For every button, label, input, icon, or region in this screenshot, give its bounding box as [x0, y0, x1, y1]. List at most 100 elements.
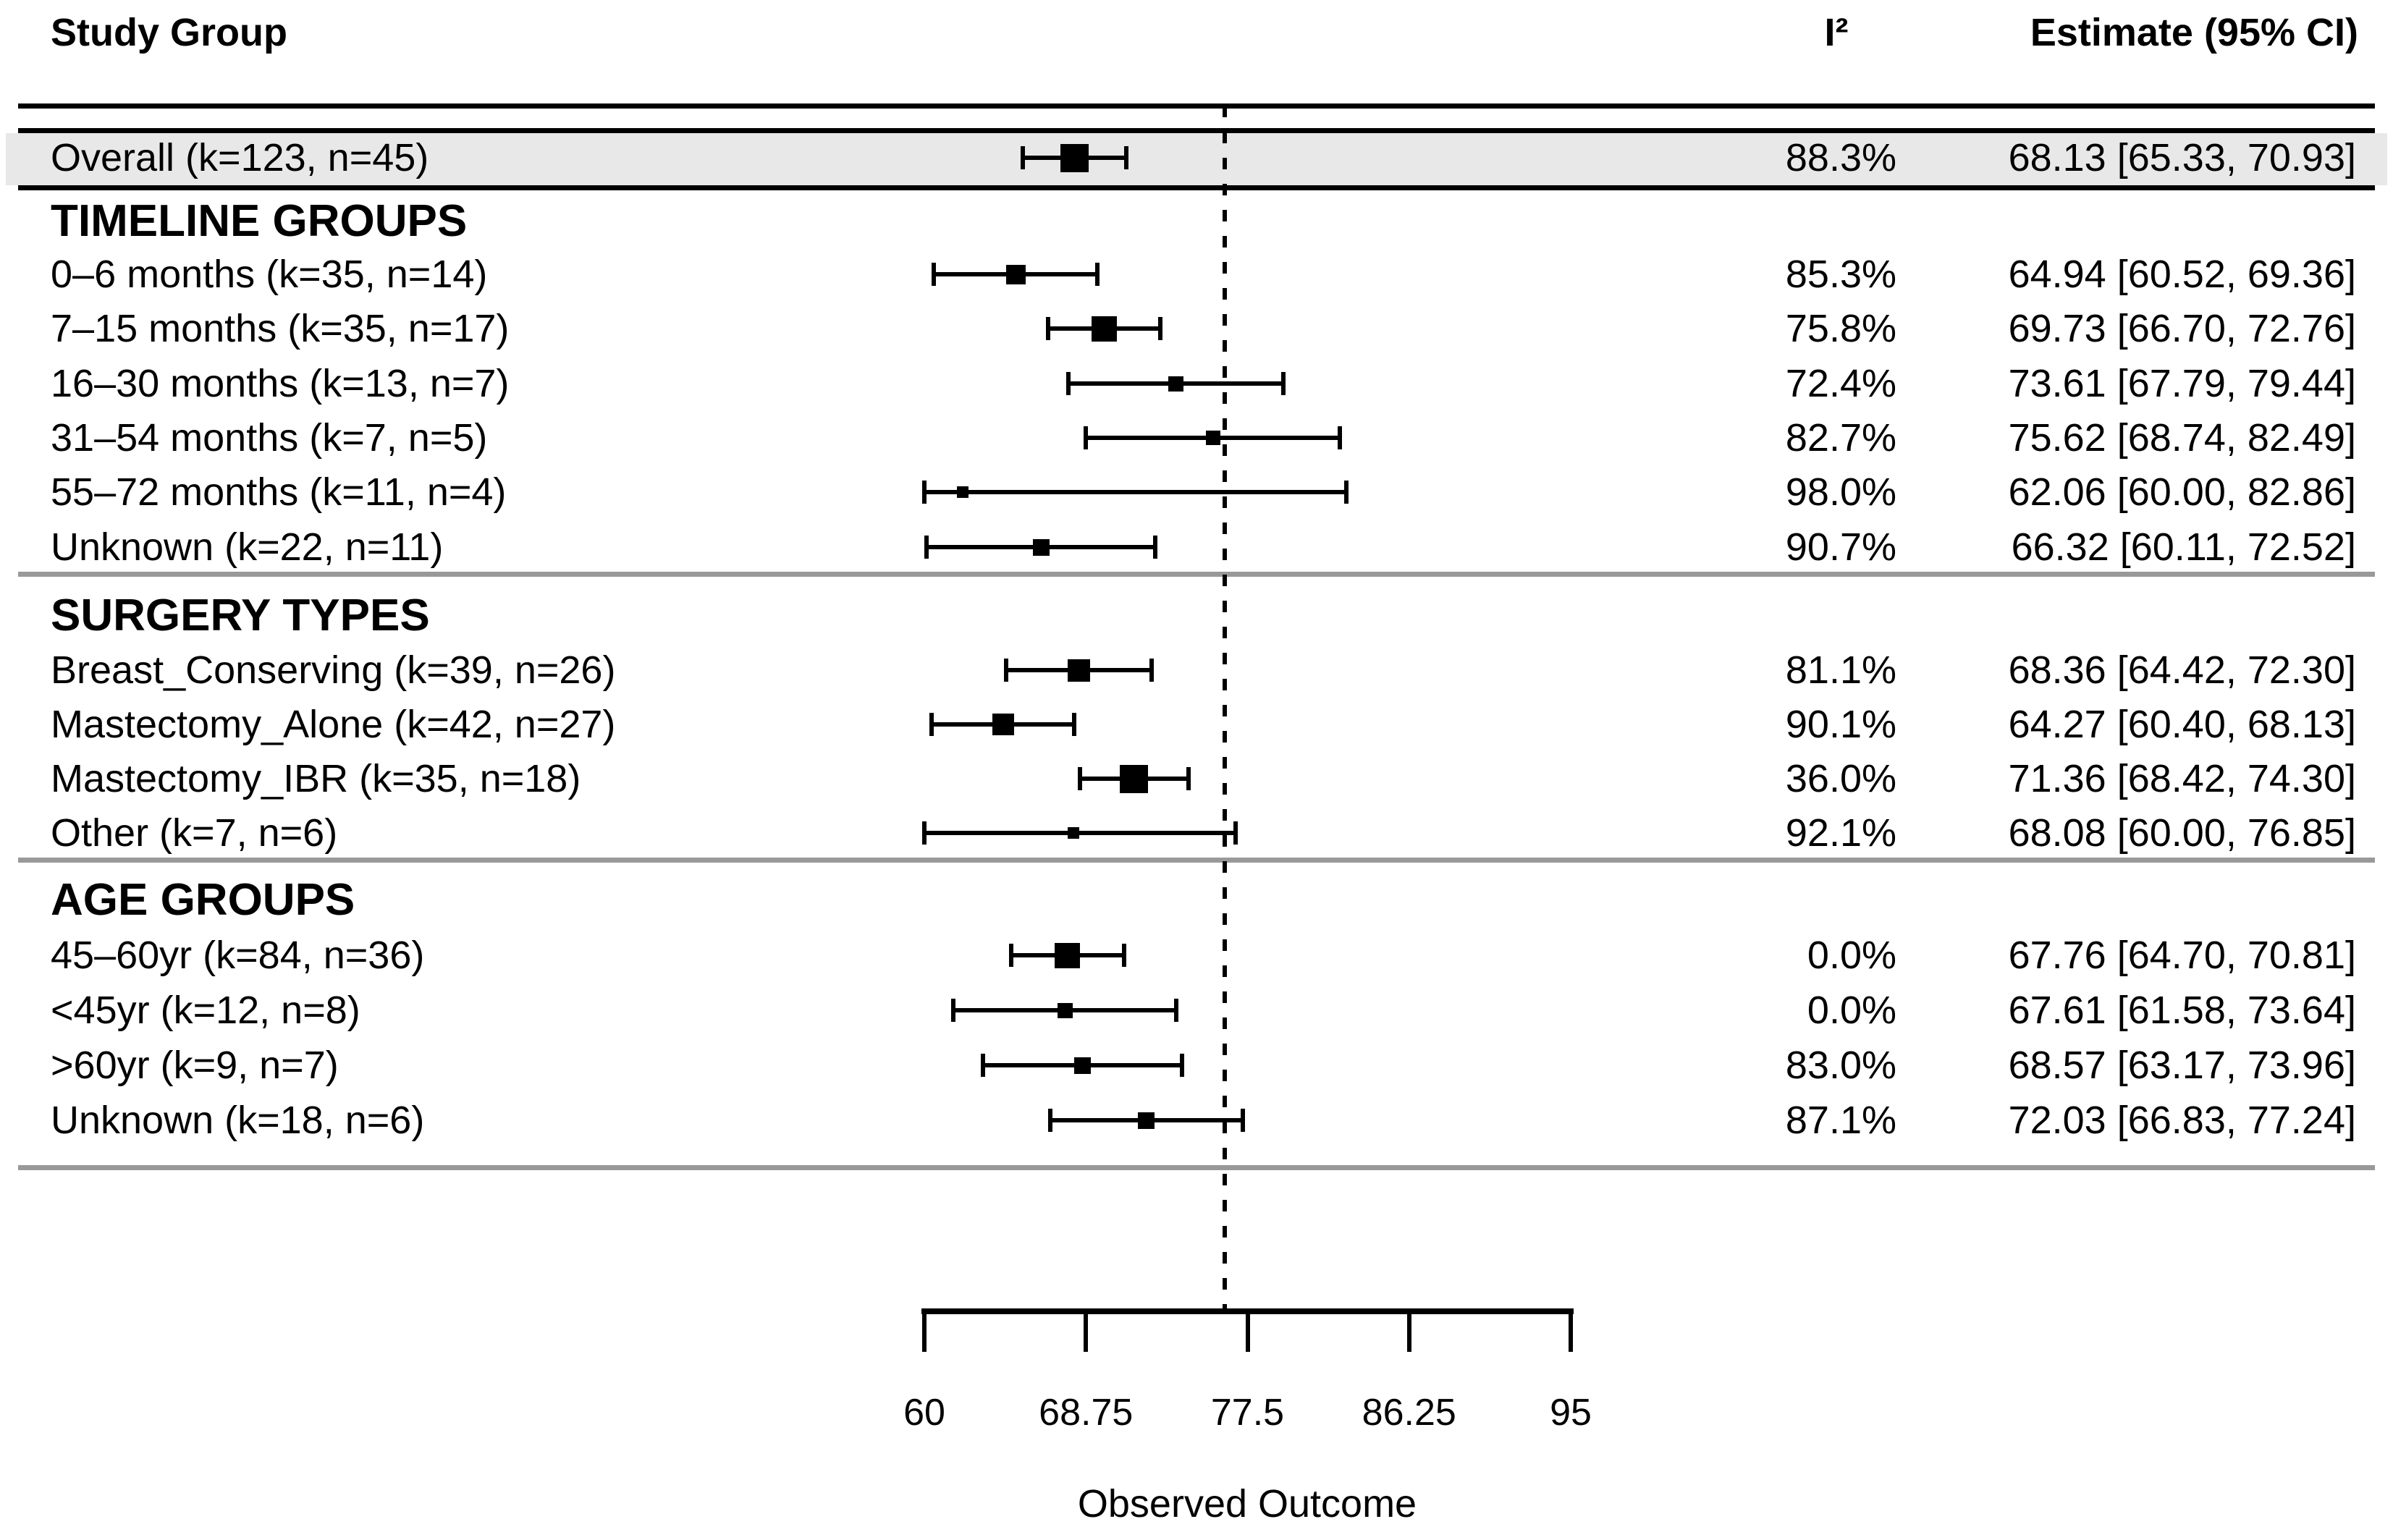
estimate-value: 73.61 [67.79, 79.44]: [2008, 362, 2356, 405]
axis-tick: [1245, 1311, 1250, 1352]
ci-cap-high: [1240, 1109, 1245, 1132]
study-row-label: Mastectomy_Alone (k=42, n=27): [51, 703, 616, 746]
ci-cap-low: [1003, 659, 1008, 682]
study-row-label: 0–6 months (k=35, n=14): [51, 253, 488, 296]
point-marker: [1060, 143, 1089, 172]
point-marker: [1205, 431, 1220, 445]
study-row-label: 45–60yr (k=84, n=36): [51, 934, 425, 977]
ci-cap-low: [1083, 426, 1088, 449]
overall-row-label: Overall (k=123, n=45): [51, 136, 429, 179]
overall-band-top-rule: [18, 128, 2375, 133]
ci-cap-low: [932, 263, 937, 286]
section-divider: [18, 858, 2375, 863]
ci-cap-low: [922, 821, 927, 845]
estimate-value: 72.03 [66.83, 77.24]: [2008, 1099, 2356, 1142]
point-marker: [1068, 827, 1080, 839]
i2-value: 81.1%: [1785, 648, 1896, 692]
study-row-label: 16–30 months (k=13, n=7): [51, 362, 510, 405]
point-marker: [956, 486, 968, 498]
ci-cap-high: [1121, 944, 1126, 967]
ci-line: [924, 831, 1236, 835]
ci-cap-high: [1123, 146, 1128, 169]
estimate-value: 67.61 [61.58, 73.64]: [2008, 989, 2356, 1032]
i2-value: 92.1%: [1785, 811, 1896, 855]
point-marker: [1055, 942, 1081, 968]
section-title: AGE GROUPS: [51, 875, 355, 925]
estimate-value: 71.36 [68.42, 74.30]: [2008, 757, 2356, 800]
point-marker: [1120, 764, 1149, 793]
ci-cap-high: [1174, 999, 1178, 1022]
i2-value: 0.0%: [1807, 934, 1896, 977]
estimate-value: 69.73 [66.70, 72.76]: [2008, 307, 2356, 350]
i2-value: 87.1%: [1785, 1099, 1896, 1142]
axis-tick-label: 60: [903, 1392, 945, 1434]
reference-line: [1222, 106, 1227, 1310]
study-row-label: Unknown (k=18, n=6): [51, 1099, 425, 1142]
ci-cap-low: [1020, 146, 1025, 169]
i2-value: 0.0%: [1807, 989, 1896, 1032]
ci-cap-high: [1344, 481, 1349, 504]
study-row-label: 55–72 months (k=11, n=4): [51, 470, 507, 514]
estimate-value: 64.94 [60.52, 69.36]: [2008, 253, 2356, 296]
ci-cap-high: [1072, 713, 1077, 736]
estimate-value: 67.76 [64.70, 70.81]: [2008, 934, 2356, 977]
ci-cap-high: [1149, 659, 1154, 682]
study-row-label: Mastectomy_IBR (k=35, n=18): [51, 757, 581, 800]
study-row-label: <45yr (k=12, n=8): [51, 989, 360, 1032]
i2-value: 72.4%: [1785, 362, 1896, 405]
point-marker: [1074, 1057, 1092, 1074]
column-header-study-group: Study Group: [51, 11, 287, 54]
overall-band: [6, 133, 2387, 185]
estimate-value: 66.32 [60.11, 72.52]: [2011, 525, 2356, 569]
point-marker: [1091, 316, 1117, 342]
estimate-value: 68.13 [65.33, 70.93]: [2008, 136, 2356, 179]
i2-value: 36.0%: [1785, 757, 1896, 800]
ci-cap-high: [1337, 426, 1342, 449]
estimate-value: 62.06 [60.00, 82.86]: [2008, 470, 2356, 514]
estimate-value: 68.08 [60.00, 76.85]: [2008, 811, 2356, 855]
point-marker: [1032, 538, 1050, 556]
axis-tick-label: 86.25: [1362, 1392, 1456, 1434]
axis-tick: [1406, 1311, 1411, 1352]
ci-cap-low: [929, 713, 934, 736]
section-title: SURGERY TYPES: [51, 591, 430, 640]
estimate-value: 68.36 [64.42, 72.30]: [2008, 648, 2356, 692]
ci-cap-low: [980, 1054, 985, 1077]
axis-tick: [1569, 1311, 1573, 1352]
study-row-label: >60yr (k=9, n=7): [51, 1044, 339, 1087]
ci-cap-high: [1233, 821, 1238, 845]
estimate-value: 68.57 [63.17, 73.96]: [2008, 1044, 2356, 1087]
ci-line: [924, 490, 1347, 494]
study-row-label: Unknown (k=22, n=11): [51, 525, 444, 569]
ci-cap-low: [924, 536, 929, 559]
point-marker: [1168, 376, 1183, 392]
column-header-estimate: Estimate (95% CI): [2030, 11, 2358, 54]
ci-cap-high: [1157, 317, 1162, 340]
study-row-label: 31–54 months (k=7, n=5): [51, 416, 488, 460]
point-marker: [992, 714, 1014, 735]
ci-cap-low: [1065, 372, 1071, 395]
i2-value: 82.7%: [1785, 416, 1896, 460]
overall-band-bottom-rule: [18, 185, 2375, 190]
study-row-label: 7–15 months (k=35, n=17): [51, 307, 510, 350]
header-rule: [18, 103, 2375, 109]
axis-tick: [1084, 1311, 1089, 1352]
i2-value: 75.8%: [1785, 307, 1896, 350]
ci-cap-low: [1077, 767, 1082, 790]
ci-cap-low: [1048, 1109, 1053, 1132]
study-row-label: Other (k=7, n=6): [51, 811, 338, 855]
study-row-label: Breast_Conserving (k=39, n=26): [51, 648, 616, 692]
estimate-value: 75.62 [68.74, 82.49]: [2008, 416, 2356, 460]
i2-value: 90.1%: [1785, 703, 1896, 746]
section-divider: [18, 1165, 2375, 1170]
axis-tick-label: 68.75: [1039, 1392, 1134, 1434]
point-marker: [1057, 1002, 1073, 1018]
section-divider: [18, 572, 2375, 577]
x-axis-title: Observed Outcome: [1077, 1482, 1417, 1526]
ci-cap-high: [1280, 372, 1286, 395]
axis-tick-label: 77.5: [1210, 1392, 1285, 1434]
